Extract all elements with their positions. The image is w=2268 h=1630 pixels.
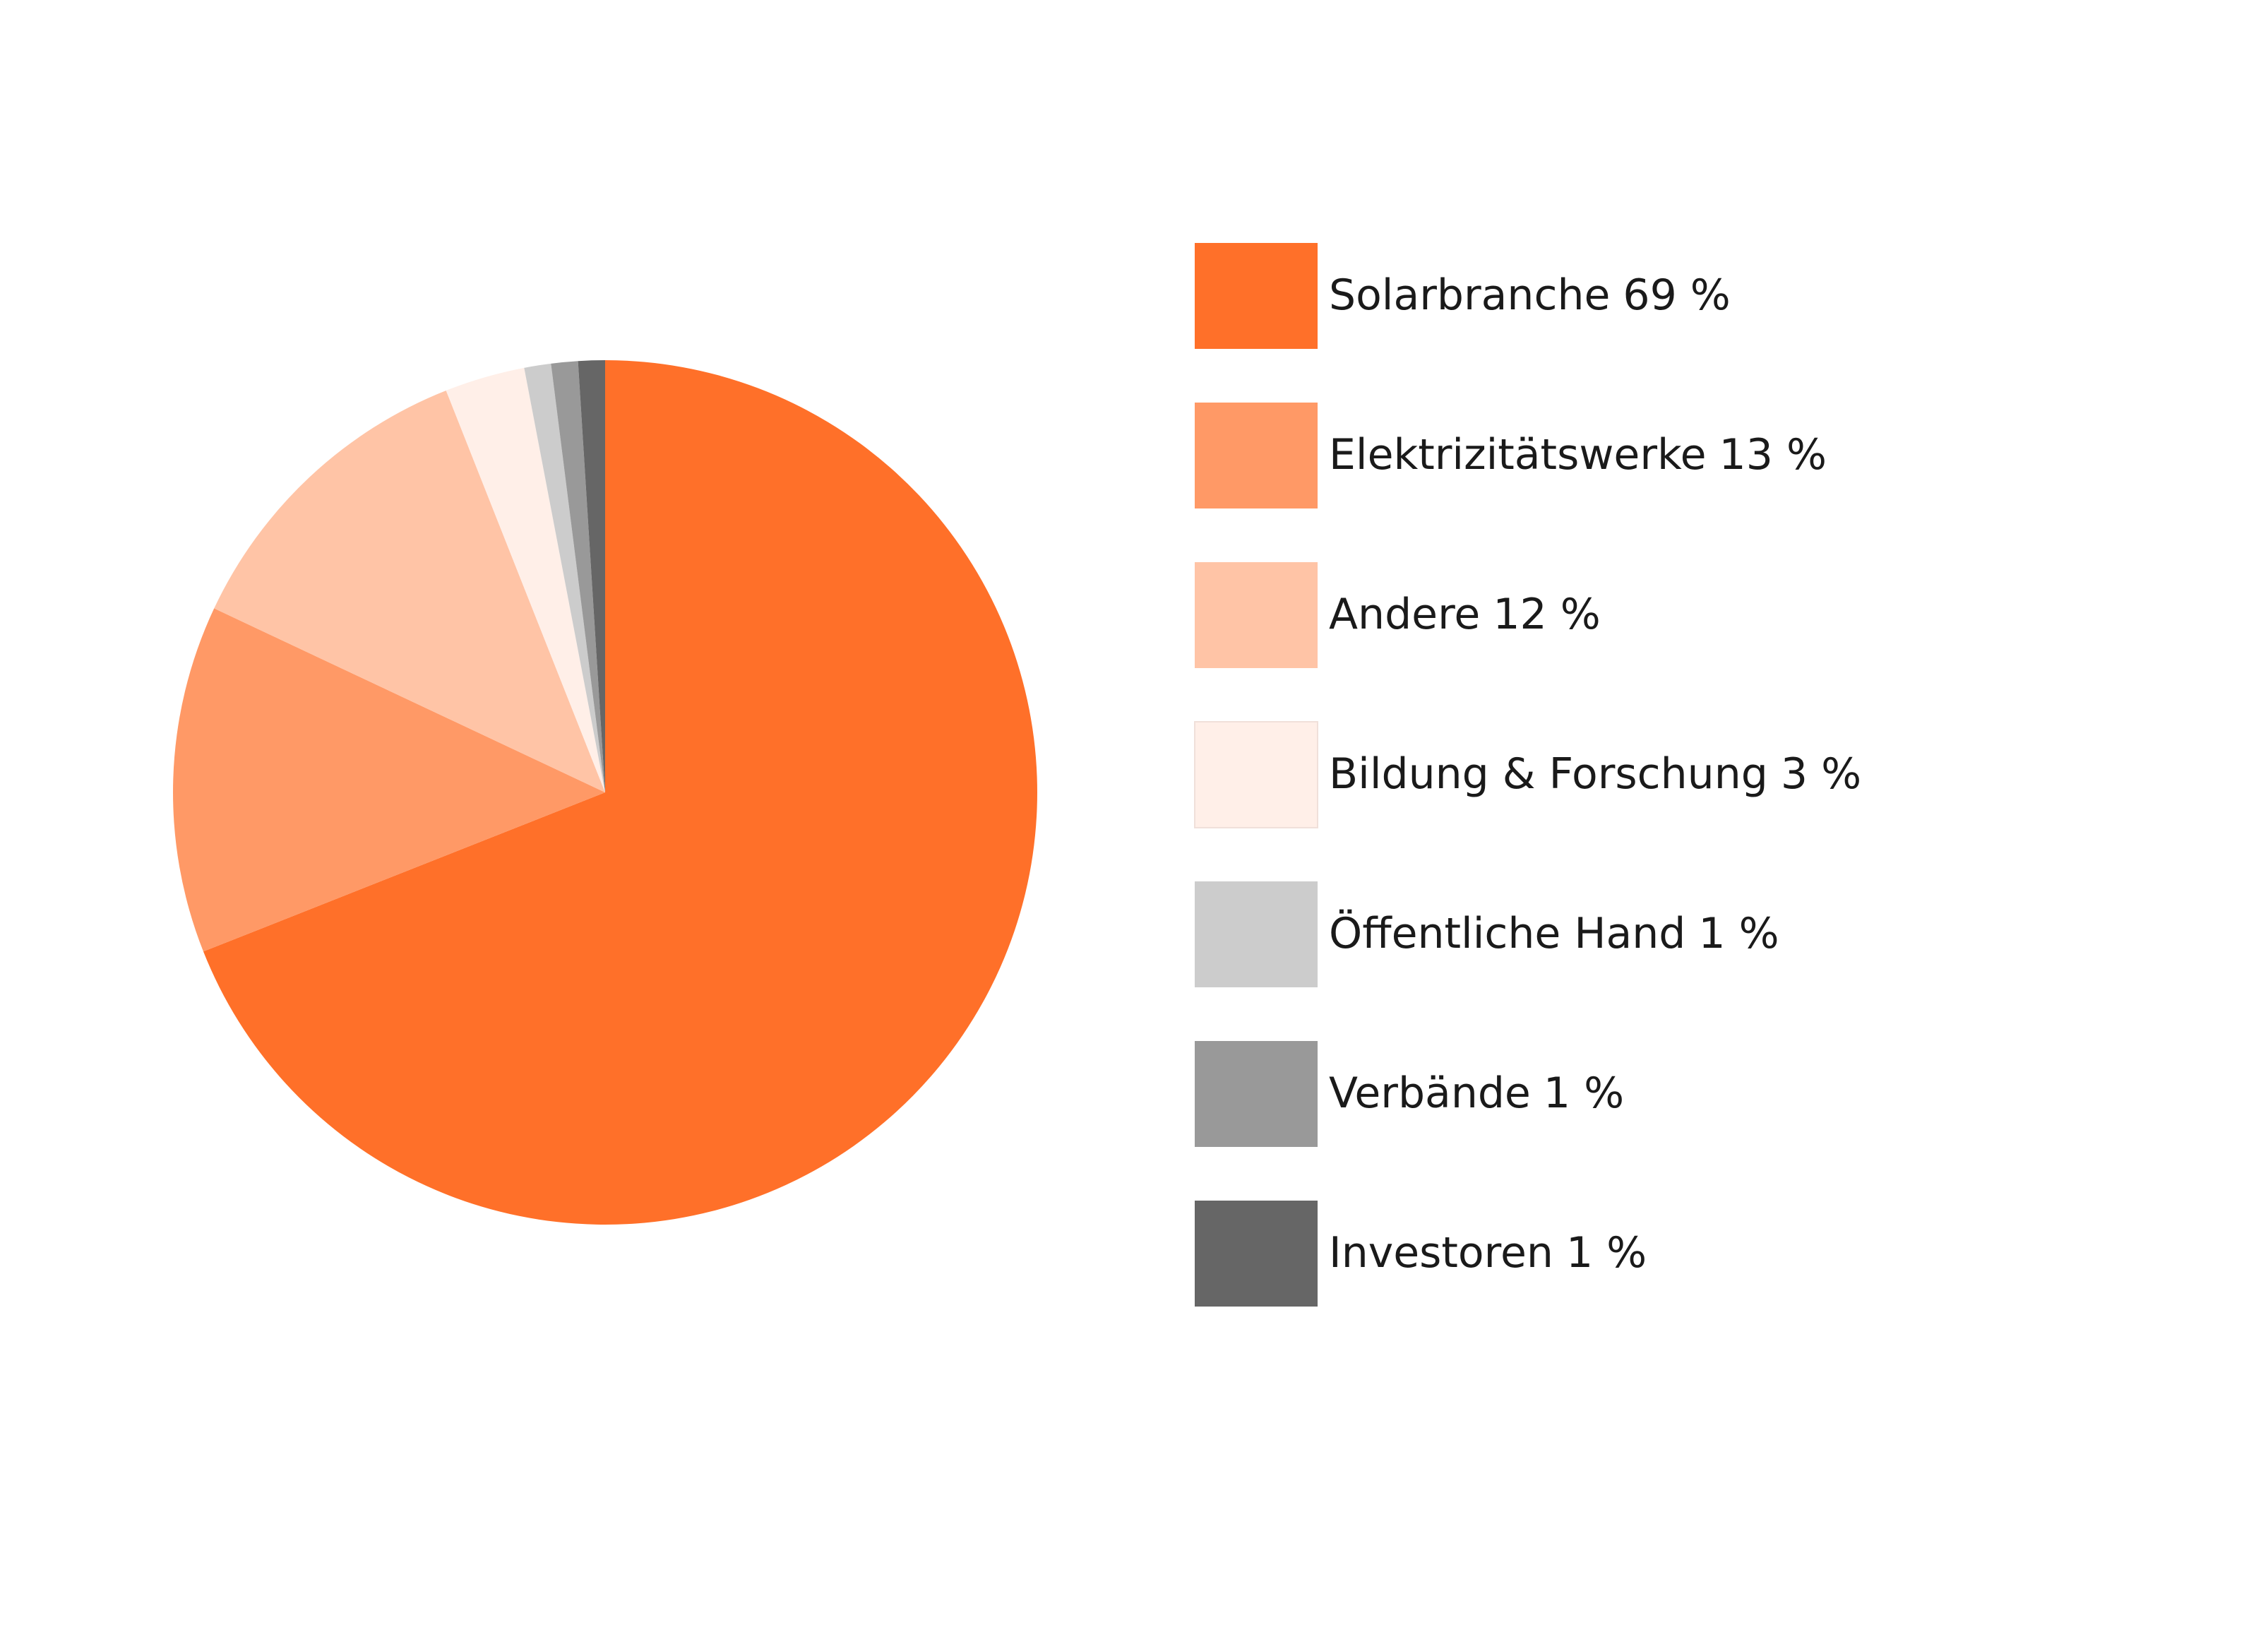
legend-category: Solarbranche bbox=[1329, 270, 1610, 320]
pie-slice bbox=[524, 363, 605, 792]
legend-label: Andere 12 % bbox=[1329, 590, 1601, 639]
legend-label: Bildung & Forschung 3 % bbox=[1329, 749, 1861, 799]
legend-swatch bbox=[1195, 1201, 1318, 1307]
pie-slice bbox=[551, 361, 605, 792]
legend-swatch bbox=[1195, 881, 1318, 987]
legend-value: 13 % bbox=[1719, 430, 1827, 480]
legend-value: 1 % bbox=[1544, 1069, 1624, 1118]
legend-label: Investoren 1 % bbox=[1329, 1228, 1647, 1278]
legend-category: Verbände bbox=[1329, 1069, 1531, 1118]
legend-label: Solarbranche 69 % bbox=[1329, 270, 1731, 320]
legend-swatch bbox=[1195, 562, 1318, 668]
legend-swatch bbox=[1195, 243, 1318, 349]
legend-category: Bildung & Forschung bbox=[1329, 749, 1768, 799]
legend-category: Investoren bbox=[1329, 1228, 1553, 1278]
legend-label: Elektrizitätswerke 13 % bbox=[1329, 430, 1827, 480]
legend-value: 12 % bbox=[1493, 590, 1600, 639]
legend-label: Öffentliche Hand 1 % bbox=[1329, 908, 1779, 958]
legend-value: 1 % bbox=[1566, 1228, 1647, 1278]
pie-slice bbox=[446, 367, 605, 792]
pie-slice bbox=[203, 360, 1038, 1225]
legend-category: Elektrizitätswerke bbox=[1329, 430, 1707, 480]
legend-value: 69 % bbox=[1623, 270, 1730, 320]
pie-slice bbox=[578, 360, 605, 792]
legend-value: 3 % bbox=[1781, 749, 1861, 799]
pie-slice bbox=[214, 390, 605, 792]
legend-category: Andere bbox=[1329, 590, 1480, 639]
legend-category: Öffentliche Hand bbox=[1329, 908, 1685, 958]
legend-value: 1 % bbox=[1698, 909, 1779, 958]
legend-swatch bbox=[1195, 1041, 1318, 1147]
legend-swatch bbox=[1194, 721, 1318, 828]
pie-slice bbox=[172, 608, 605, 952]
legend-label: Verbände 1 % bbox=[1329, 1069, 1624, 1118]
legend-swatch bbox=[1195, 403, 1318, 508]
